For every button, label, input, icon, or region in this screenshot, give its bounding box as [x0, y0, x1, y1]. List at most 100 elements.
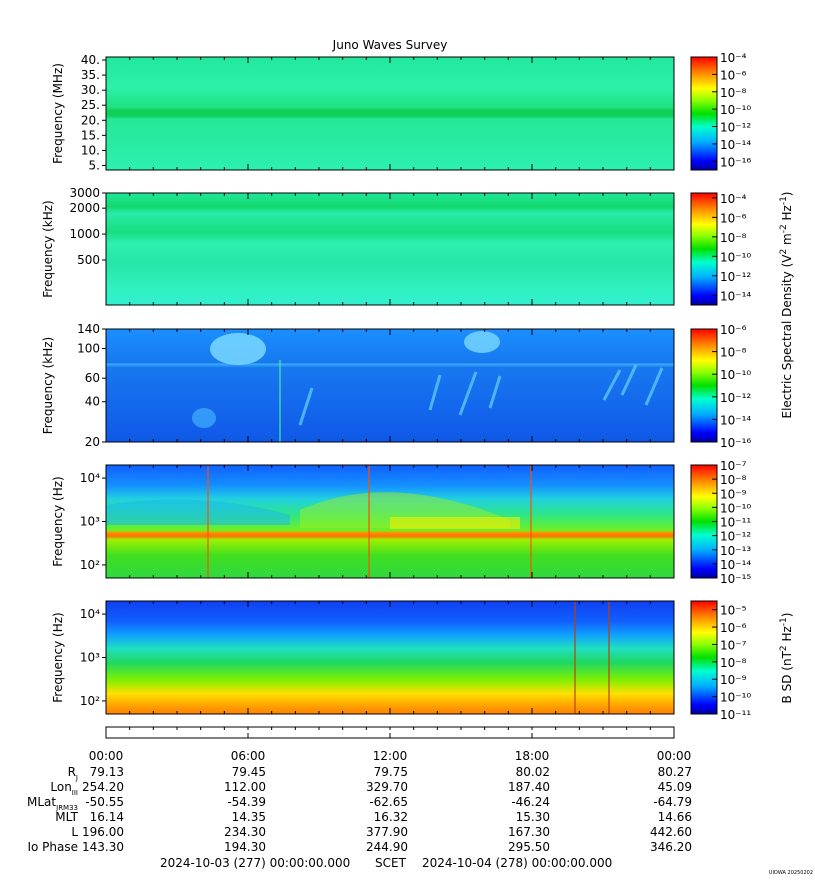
time-tick-label: 12:00 [373, 749, 408, 763]
colorbar-tick-label: 10⁻⁶ [720, 68, 747, 82]
ephemeris-value: 16.14 [90, 810, 124, 824]
drift-streak [300, 365, 662, 425]
ephemeris-value: 79.75 [374, 765, 408, 779]
y-axis-label: Frequency (Hz) [51, 612, 65, 703]
footer-end-time: 2024-10-04 (278) 00:00:00.000 [422, 856, 612, 870]
plot-title: Juno Waves Survey [332, 38, 448, 52]
colorbar-tick-label: 10⁻⁸ [720, 346, 747, 360]
y-axis-label: Frequency (kHz) [41, 337, 55, 434]
b-colorbar-title: B SD (nT2 Hz-1) [779, 613, 794, 704]
colorbar [690, 328, 718, 443]
y-tick-label: 500 [77, 253, 100, 267]
y-tick-label: 30. [81, 83, 100, 97]
y-tick-label: 2000 [69, 201, 100, 215]
colorbar-tick-label: 10⁻¹⁰ [720, 501, 751, 515]
ephemeris-value: 79.45 [232, 765, 266, 779]
y-tick-label: 60 [85, 371, 100, 385]
ephemeris-value: 234.30 [224, 825, 266, 839]
ephemeris-label: RJ [68, 765, 78, 782]
colorbar-tick-label: 10⁻¹¹ [720, 516, 751, 530]
colorbar-tick-label: 10⁻⁸ [720, 656, 747, 670]
ephemeris-value: 16.32 [374, 810, 408, 824]
colorbar-tick-label: 10⁻¹² [720, 530, 751, 544]
y-tick-label: 100 [77, 342, 100, 356]
y-axis-label: Frequency (Hz) [51, 476, 65, 567]
colorbar-tick-label: 10⁻⁸ [720, 473, 747, 487]
y-tick-label: 35. [81, 68, 100, 82]
panel-3-features [192, 331, 662, 442]
ephemeris-value: 167.30 [508, 825, 550, 839]
panel-2-spectrogram [106, 193, 674, 305]
hiss-band [106, 499, 290, 525]
colorbar-tick-label: 10⁻¹² [720, 391, 751, 405]
footer-credit: UIOWA 20250202 [769, 870, 813, 876]
colorbar [690, 56, 718, 171]
colorbar-tick-label: 10⁻⁸ [720, 231, 747, 245]
emission-blob-2 [464, 331, 500, 353]
time-tick-label: 00:00 [89, 749, 124, 763]
colorbar-tick-label: 10⁻⁴ [720, 192, 747, 206]
colorbar-tick-label: 10⁻¹⁰ [720, 691, 751, 705]
ephemeris-value: 80.27 [658, 765, 692, 779]
ephemeris-value: 244.90 [366, 840, 408, 854]
colorbar-tick-label: 10⁻¹⁰ [720, 250, 751, 264]
ephemeris-value: -50.55 [85, 795, 124, 809]
colorbar-tick-label: 10⁻⁹ [720, 673, 747, 687]
colorbar-tick-label: 10⁻⁴ [720, 51, 747, 65]
y-tick-label: 10. [81, 143, 100, 157]
ephemeris-value: 112.00 [224, 780, 266, 794]
colorbar-tick-label: 10⁻¹⁴ [720, 289, 751, 303]
y-axis-label: Frequency (MHz) [51, 63, 65, 164]
ephemeris-value: -64.79 [653, 795, 692, 809]
colorbar-tick-label: 10⁻⁹ [720, 487, 747, 501]
colorbar-tick-label: 10⁻⁶ [720, 323, 747, 337]
y-tick-label: 40 [85, 395, 100, 409]
y-tick-label: 10² [80, 694, 100, 708]
ephemeris-value: -46.24 [511, 795, 550, 809]
ephemeris-value: 14.35 [232, 810, 266, 824]
y-tick-label: 20. [81, 113, 100, 127]
emission-blob-1 [210, 333, 266, 365]
ephemeris-value: 187.40 [508, 780, 550, 794]
colorbar-tick-label: 10⁻¹⁴ [720, 558, 751, 572]
colorbar-tick-label: 10⁻⁵ [720, 604, 747, 618]
y-tick-label: 10⁴ [80, 471, 100, 485]
colorbar-tick-label: 10⁻¹⁴ [720, 413, 751, 427]
ephemeris-table: RJ 79.13 79.45 79.75 80.02 80.27 LonIII 254.20 1… [27, 765, 692, 854]
colorbar-tick-label: 10⁻¹² [720, 121, 751, 135]
time-tick-label: 18:00 [515, 749, 550, 763]
colorbar-tick-label: 10⁻⁶ [720, 211, 747, 225]
yellow-band [390, 517, 520, 529]
ephemeris-value: 194.30 [224, 840, 266, 854]
ephemeris-value: 196.00 [82, 825, 124, 839]
ephemeris-value: -54.39 [227, 795, 266, 809]
ephemeris-label: MLT [55, 810, 78, 824]
axes-layer: 5.10.15.20.25.30.35.40. Frequency (MHz) 50… [41, 53, 675, 715]
colorbar-tick-label: 10⁻¹⁵ [720, 572, 751, 586]
ephemeris-value: 14.66 [658, 810, 692, 824]
ephemeris-label: LonIII [50, 780, 78, 797]
colorbar-tick-label: 10⁻⁷ [720, 459, 747, 473]
y-tick-label: 10³ [80, 515, 100, 529]
colorbar [690, 600, 718, 715]
y-tick-label: 5. [89, 158, 100, 172]
ephemeris-value: -62.65 [369, 795, 408, 809]
electric-colorbar-title: Electric Spectral Density (V2 m-2 Hz-1) [779, 191, 794, 418]
y-axis-label: Frequency (kHz) [41, 200, 55, 297]
y-tick-label: 1000 [69, 227, 100, 241]
y-tick-label: 15. [81, 128, 100, 142]
ephemeris-value: 79.13 [90, 765, 124, 779]
panel-1-spectrogram [106, 57, 674, 170]
y-tick-label: 10² [80, 558, 100, 572]
colorbar-tick-label: 10⁻¹⁰ [720, 368, 751, 382]
footer-scet: SCET [375, 856, 407, 870]
time-tick-label: 00:00 [657, 749, 692, 763]
colorbar-tick-label: 10⁻⁸ [720, 86, 747, 100]
ephemeris-label: L [71, 825, 78, 839]
ephemeris-value: 254.20 [82, 780, 124, 794]
colorbar-tick-label: 10⁻⁶ [720, 621, 747, 635]
panel-3-spectrogram [106, 329, 674, 442]
colorbar-tick-label: 10⁻⁷ [720, 638, 747, 652]
ephemeris-value: 442.60 [650, 825, 692, 839]
